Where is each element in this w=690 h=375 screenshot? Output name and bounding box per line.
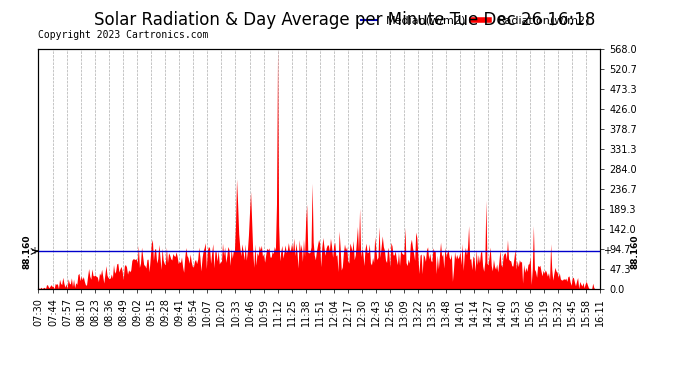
Text: Solar Radiation & Day Average per Minute Tue Dec 26 16:18: Solar Radiation & Day Average per Minute… bbox=[95, 11, 595, 29]
Text: +: + bbox=[603, 246, 611, 256]
Text: 88.160: 88.160 bbox=[631, 234, 640, 269]
Text: +: + bbox=[30, 246, 38, 256]
Text: 88.160: 88.160 bbox=[22, 234, 31, 269]
Legend: Median(w/m2), Radiation(w/m2): Median(w/m2), Radiation(w/m2) bbox=[356, 11, 595, 30]
Text: Copyright 2023 Cartronics.com: Copyright 2023 Cartronics.com bbox=[38, 30, 208, 39]
